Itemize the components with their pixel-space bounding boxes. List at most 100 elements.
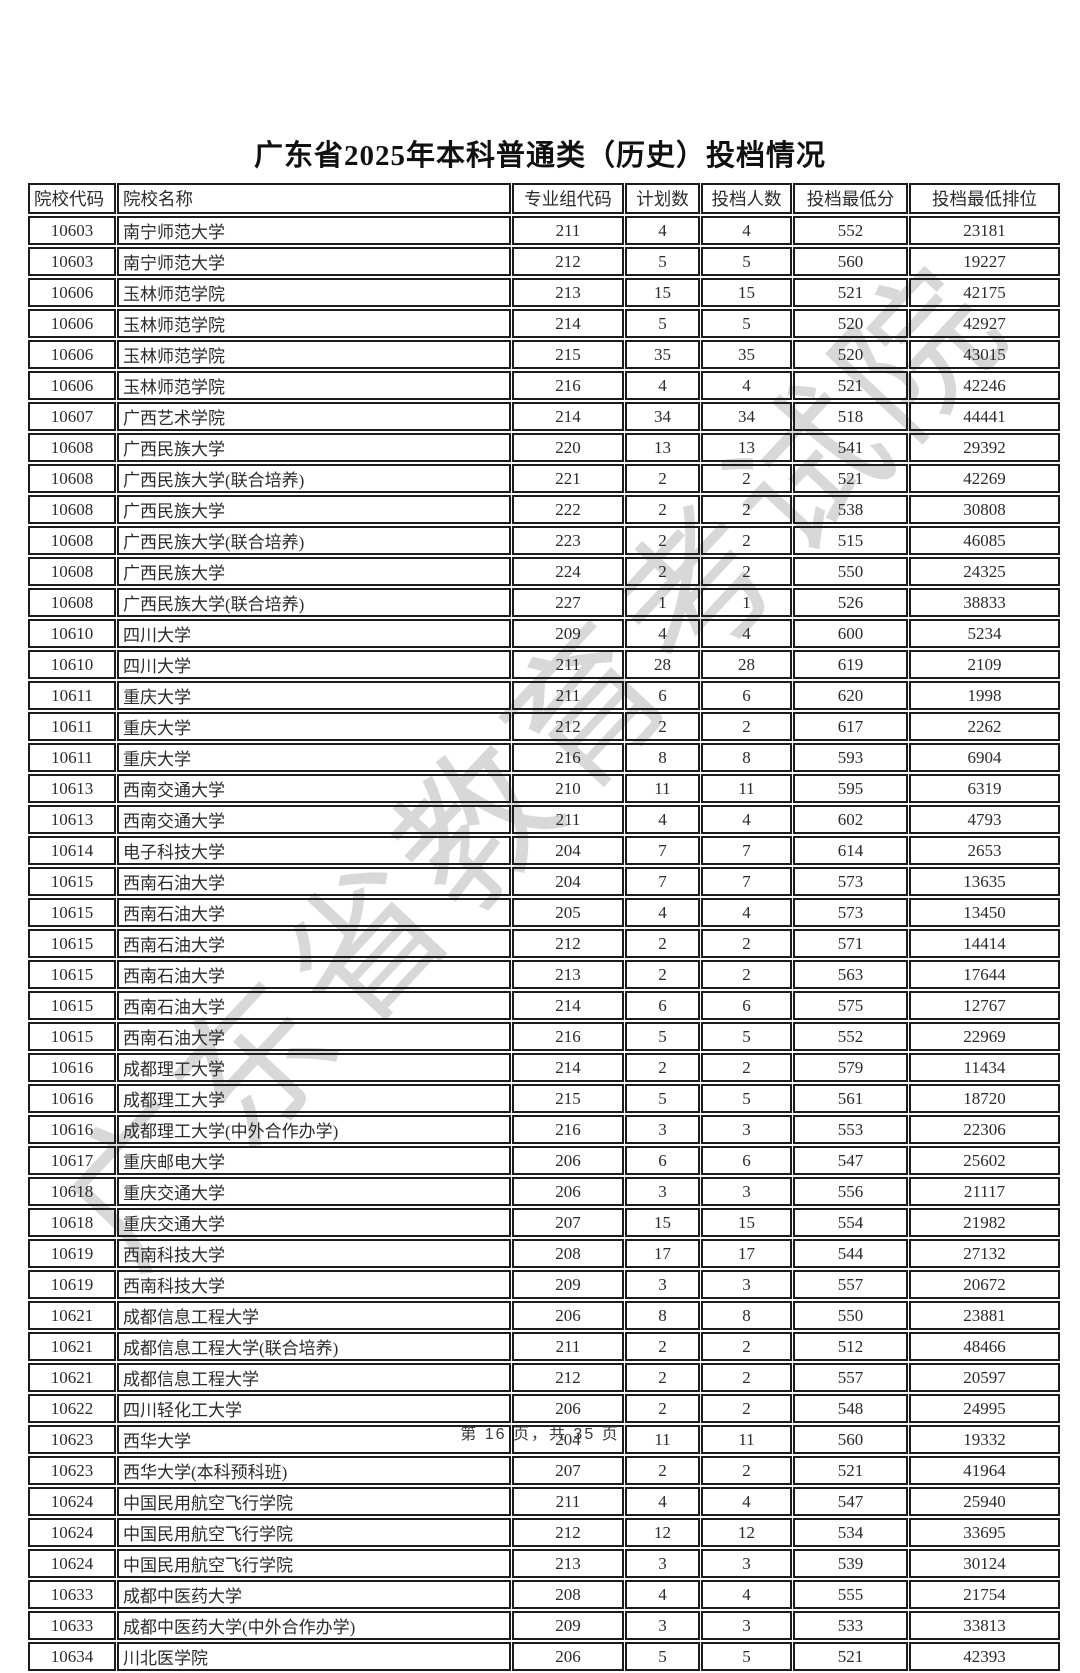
cell-plan-count: 2 <box>625 1332 700 1361</box>
cell-filed-count: 7 <box>701 867 792 896</box>
cell-filed-count: 6 <box>701 681 792 710</box>
cell-college-code: 10606 <box>28 371 116 400</box>
cell-min-rank: 21117 <box>909 1177 1060 1206</box>
cell-min-rank: 20672 <box>909 1270 1060 1299</box>
cell-college-name: 西南石油大学 <box>117 991 511 1020</box>
cell-college-code: 10619 <box>28 1239 116 1268</box>
table-row: 10622 四川轻化工大学 206 2 2 548 24995 <box>28 1394 1060 1423</box>
table-row: 10611 重庆大学 216 8 8 593 6904 <box>28 743 1060 772</box>
cell-filed-count: 2 <box>701 526 792 555</box>
cell-min-score: 560 <box>793 1425 908 1454</box>
table-row: 10619 西南科技大学 208 17 17 544 27132 <box>28 1239 1060 1268</box>
cell-plan-count: 2 <box>625 464 700 493</box>
table-row: 10623 西华大学(本科预科班) 207 2 2 521 41964 <box>28 1456 1060 1485</box>
cell-min-rank: 42246 <box>909 371 1060 400</box>
cell-college-code: 10615 <box>28 960 116 989</box>
table-row: 10603 南宁师范大学 211 4 4 552 23181 <box>28 216 1060 245</box>
cell-group-code: 221 <box>512 464 624 493</box>
cell-plan-count: 11 <box>625 1425 700 1454</box>
header-cell-plan-count: 计划数 <box>625 183 700 214</box>
cell-min-score: 521 <box>793 464 908 493</box>
cell-plan-count: 6 <box>625 681 700 710</box>
cell-filed-count: 3 <box>701 1611 792 1640</box>
cell-min-score: 547 <box>793 1146 908 1175</box>
cell-college-name: 玉林师范学院 <box>117 278 511 307</box>
cell-min-score: 561 <box>793 1084 908 1113</box>
cell-group-code: 213 <box>512 960 624 989</box>
cell-filed-count: 5 <box>701 1642 792 1671</box>
table-row: 10615 西南石油大学 212 2 2 571 14414 <box>28 929 1060 958</box>
page-footer: 第 16 页，共 35 页 <box>460 1426 620 1443</box>
cell-college-code: 10624 <box>28 1518 116 1547</box>
table-row: 10623 西华大学 204 11 11 560 19332 <box>28 1425 1060 1454</box>
table-row: 10618 重庆交通大学 206 3 3 556 21117 <box>28 1177 1060 1206</box>
cell-min-rank: 13450 <box>909 898 1060 927</box>
cell-min-rank: 2262 <box>909 712 1060 741</box>
cell-plan-count: 5 <box>625 309 700 338</box>
cell-plan-count: 5 <box>625 1022 700 1051</box>
cell-group-code: 212 <box>512 1363 624 1392</box>
cell-min-score: 520 <box>793 340 908 369</box>
cell-min-score: 620 <box>793 681 908 710</box>
table-row: 10617 重庆邮电大学 206 6 6 547 25602 <box>28 1146 1060 1175</box>
cell-min-rank: 27132 <box>909 1239 1060 1268</box>
cell-min-rank: 23881 <box>909 1301 1060 1330</box>
cell-college-code: 10621 <box>28 1301 116 1330</box>
cell-plan-count: 2 <box>625 1363 700 1392</box>
cell-min-rank: 18720 <box>909 1084 1060 1113</box>
cell-group-code: 213 <box>512 278 624 307</box>
cell-group-code: 213 <box>512 1549 624 1578</box>
table-row: 10633 成都中医药大学(中外合作办学) 209 3 3 533 33813 <box>28 1611 1060 1640</box>
cell-plan-count: 28 <box>625 650 700 679</box>
cell-group-code: 209 <box>512 1270 624 1299</box>
cell-min-rank: 22306 <box>909 1115 1060 1144</box>
cell-group-code: 223 <box>512 526 624 555</box>
cell-min-rank: 23181 <box>909 216 1060 245</box>
cell-min-rank: 42269 <box>909 464 1060 493</box>
cell-college-name: 广西艺术学院 <box>117 402 511 431</box>
cell-min-rank: 19332 <box>909 1425 1060 1454</box>
cell-college-code: 10618 <box>28 1208 116 1237</box>
cell-filed-count: 4 <box>701 1580 792 1609</box>
cell-filed-count: 7 <box>701 836 792 865</box>
cell-college-name: 广西民族大学 <box>117 557 511 586</box>
cell-filed-count: 2 <box>701 1363 792 1392</box>
cell-college-name: 四川大学 <box>117 619 511 648</box>
cell-college-name: 南宁师范大学 <box>117 247 511 276</box>
cell-group-code: 206 <box>512 1301 624 1330</box>
cell-filed-count: 5 <box>701 247 792 276</box>
cell-college-name: 成都理工大学 <box>117 1053 511 1082</box>
cell-min-rank: 25602 <box>909 1146 1060 1175</box>
cell-group-code: 211 <box>512 681 624 710</box>
cell-min-rank: 2109 <box>909 650 1060 679</box>
cell-plan-count: 2 <box>625 712 700 741</box>
cell-plan-count: 3 <box>625 1549 700 1578</box>
header-cell-group-code: 专业组代码 <box>512 183 624 214</box>
cell-college-code: 10613 <box>28 805 116 834</box>
cell-college-name: 广西民族大学(联合培养) <box>117 464 511 493</box>
cell-group-code: 216 <box>512 1115 624 1144</box>
cell-group-code: 212 <box>512 712 624 741</box>
cell-filed-count: 2 <box>701 557 792 586</box>
cell-college-code: 10616 <box>28 1115 116 1144</box>
cell-filed-count: 13 <box>701 433 792 462</box>
cell-min-score: 541 <box>793 433 908 462</box>
cell-plan-count: 2 <box>625 557 700 586</box>
cell-min-rank: 46085 <box>909 526 1060 555</box>
cell-college-code: 10608 <box>28 433 116 462</box>
cell-college-code: 10603 <box>28 216 116 245</box>
cell-plan-count: 6 <box>625 991 700 1020</box>
cell-college-name: 成都信息工程大学(联合培养) <box>117 1332 511 1361</box>
cell-filed-count: 4 <box>701 805 792 834</box>
table-row: 10606 玉林师范学院 214 5 5 520 42927 <box>28 309 1060 338</box>
cell-plan-count: 4 <box>625 216 700 245</box>
cell-min-score: 573 <box>793 898 908 927</box>
cell-filed-count: 4 <box>701 216 792 245</box>
cell-college-name: 重庆邮电大学 <box>117 1146 511 1175</box>
cell-min-rank: 20597 <box>909 1363 1060 1392</box>
cell-college-name: 成都信息工程大学 <box>117 1363 511 1392</box>
cell-min-rank: 14414 <box>909 929 1060 958</box>
cell-filed-count: 4 <box>701 898 792 927</box>
cell-plan-count: 8 <box>625 743 700 772</box>
page-title: 广东省2025年本科普通类（历史）投档情况 <box>253 140 826 172</box>
